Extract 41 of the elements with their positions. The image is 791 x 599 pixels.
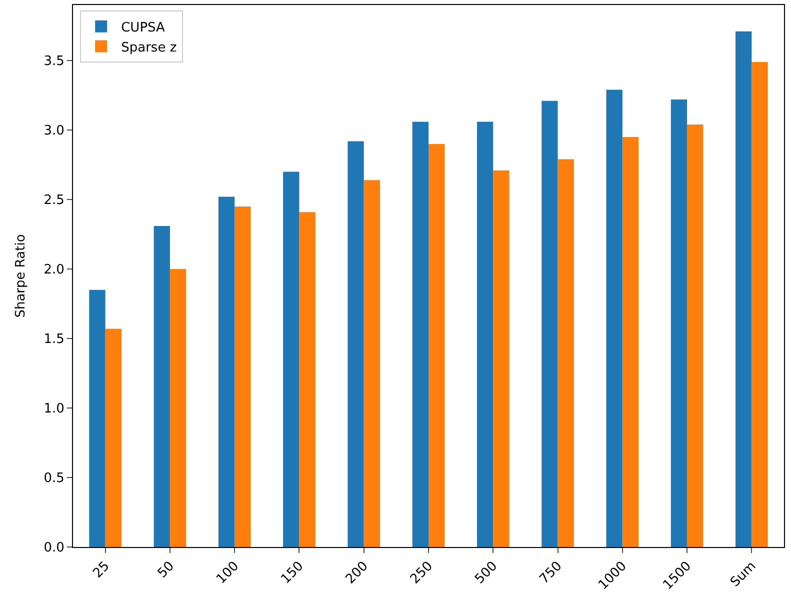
- x-tick-label: 150: [278, 558, 307, 588]
- y-tick-label: 1.5: [44, 332, 64, 348]
- bar: [234, 206, 251, 547]
- legend-label: Sparse z: [121, 40, 177, 56]
- bar: [736, 31, 752, 547]
- y-tick-label: 0.5: [44, 471, 64, 486]
- y-tick-label: 1.0: [44, 402, 64, 417]
- bar: [558, 159, 574, 547]
- y-tick-label: 3.5: [44, 54, 64, 70]
- bar: [105, 328, 122, 547]
- bar: [412, 122, 428, 547]
- bar: [622, 137, 639, 547]
- x-tick-label: 200: [343, 558, 372, 588]
- y-axis-title: Sharpe Ratio: [14, 234, 29, 318]
- bar: [606, 90, 622, 547]
- bar: [154, 226, 170, 547]
- y-tick-label: 2.5: [44, 193, 64, 208]
- bar: [476, 122, 494, 547]
- bar: [752, 62, 768, 547]
- bar: [89, 290, 106, 547]
- x-tick-label: 100: [214, 558, 242, 588]
- y-tick-label: 3.0: [44, 124, 64, 139]
- bar: [670, 100, 688, 547]
- bar: [170, 269, 186, 547]
- y-tick-label: 2.0: [44, 262, 64, 278]
- legend-label: CUPSA: [121, 20, 166, 36]
- bar: [364, 180, 380, 547]
- bar: [687, 124, 704, 547]
- bar: [348, 141, 364, 547]
- x-tick-label: 50: [155, 558, 178, 582]
- bar: [493, 170, 510, 547]
- bar: [542, 100, 558, 547]
- bar: [428, 144, 445, 547]
- bar: [283, 172, 300, 547]
- x-tick-label: 250: [408, 558, 436, 588]
- y-tick-label: 0.0: [44, 540, 64, 556]
- x-tick-label: 750: [537, 558, 566, 588]
- x-tick-label: 25: [90, 558, 113, 582]
- bar: [299, 212, 316, 547]
- x-tick-label: 500: [472, 558, 501, 588]
- bar: [218, 196, 235, 547]
